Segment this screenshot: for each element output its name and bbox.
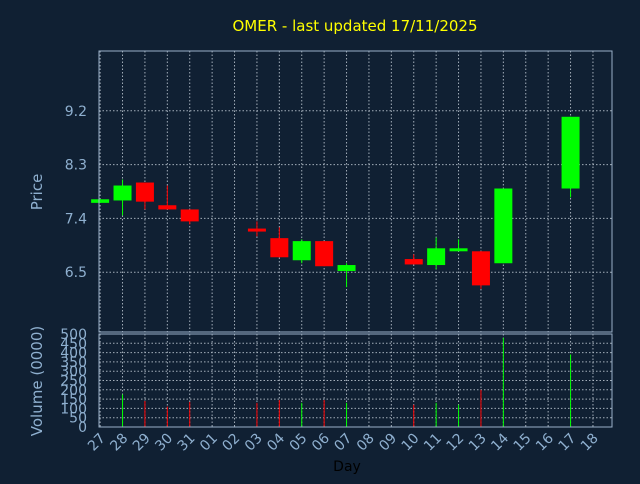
x-tick-label: 30 [152, 431, 176, 455]
candle-body [270, 238, 289, 258]
volume-axis-label: Volume (0000) [28, 326, 46, 436]
x-tick-label: 06 [309, 430, 333, 454]
volume-tick-label: 0 [78, 420, 87, 436]
x-tick-label: 09 [376, 431, 400, 455]
candle-body [292, 241, 311, 261]
x-tick-label: 14 [488, 430, 512, 454]
x-tick-label: 02 [219, 431, 243, 455]
candle-body [337, 265, 356, 272]
x-tick-label: 16 [533, 430, 557, 454]
price-tick-label: 6.5 [65, 265, 87, 281]
x-tick-label: 29 [130, 431, 154, 455]
price-plot-frame [98, 50, 613, 333]
volume-tick-label: 350 [60, 355, 87, 371]
x-tick-label: 15 [511, 431, 535, 455]
candle-body [91, 199, 110, 203]
x-tick-label: 27 [85, 431, 109, 455]
x-tick-label: 17 [555, 431, 579, 455]
candle-body [247, 228, 266, 232]
x-tick-label: 07 [331, 431, 355, 455]
volume-tick-label: 150 [60, 392, 87, 408]
price-tick-labels: 6.5 7.4 8.3 9.2 [65, 104, 87, 281]
candle-body [427, 248, 446, 266]
candle-body [315, 241, 334, 267]
x-tick-label: 10 [399, 431, 423, 455]
x-tick-label: 31 [175, 431, 199, 455]
volume-tick-label: 200 [60, 383, 87, 399]
volume-plot-frame [98, 333, 613, 428]
volume-tick-label: 250 [60, 374, 87, 390]
x-tick-label: 04 [264, 430, 288, 454]
candle-body [180, 209, 199, 222]
candle-body [158, 205, 177, 210]
candle-body [449, 248, 468, 252]
x-tick-label: 08 [354, 431, 378, 455]
candles [91, 116, 580, 289]
price-tick-label: 7.4 [65, 211, 87, 227]
x-tick-label: 18 [578, 431, 602, 455]
candle-body [135, 182, 154, 202]
price-grid [99, 51, 612, 332]
candle-body [471, 251, 490, 286]
x-tick-label: 13 [466, 431, 490, 455]
volume-bars [122, 337, 572, 427]
volume-tick-label: 400 [60, 346, 87, 362]
volume-tick-label: 450 [60, 336, 87, 352]
chart-title: OMER - last updated 17/11/2025 [232, 17, 477, 35]
volume-tick-label: 500 [60, 327, 87, 343]
candle-body [561, 116, 580, 189]
x-axis-label: Day [333, 459, 361, 475]
x-tick-label: 03 [242, 431, 266, 455]
volume-grid [99, 333, 612, 428]
x-tick-label: 01 [197, 431, 221, 455]
x-tick-label: 05 [287, 431, 311, 455]
volume-tick-label: 100 [60, 401, 87, 417]
candle-body [404, 259, 423, 265]
volume-tick-label: 50 [69, 411, 87, 427]
x-tick-label: 11 [421, 431, 445, 455]
candle-body [113, 185, 132, 201]
x-tick-label: 12 [443, 431, 467, 455]
price-tick-label: 9.2 [65, 104, 87, 120]
y-axis-label: Price [28, 174, 46, 211]
x-tick-label: 28 [107, 431, 131, 455]
x-tick-labels: 2728293031010203040506070809101112131415… [85, 430, 602, 454]
candle-body [494, 188, 513, 264]
price-tick-label: 8.3 [65, 158, 87, 174]
volume-tick-label: 300 [60, 364, 87, 380]
